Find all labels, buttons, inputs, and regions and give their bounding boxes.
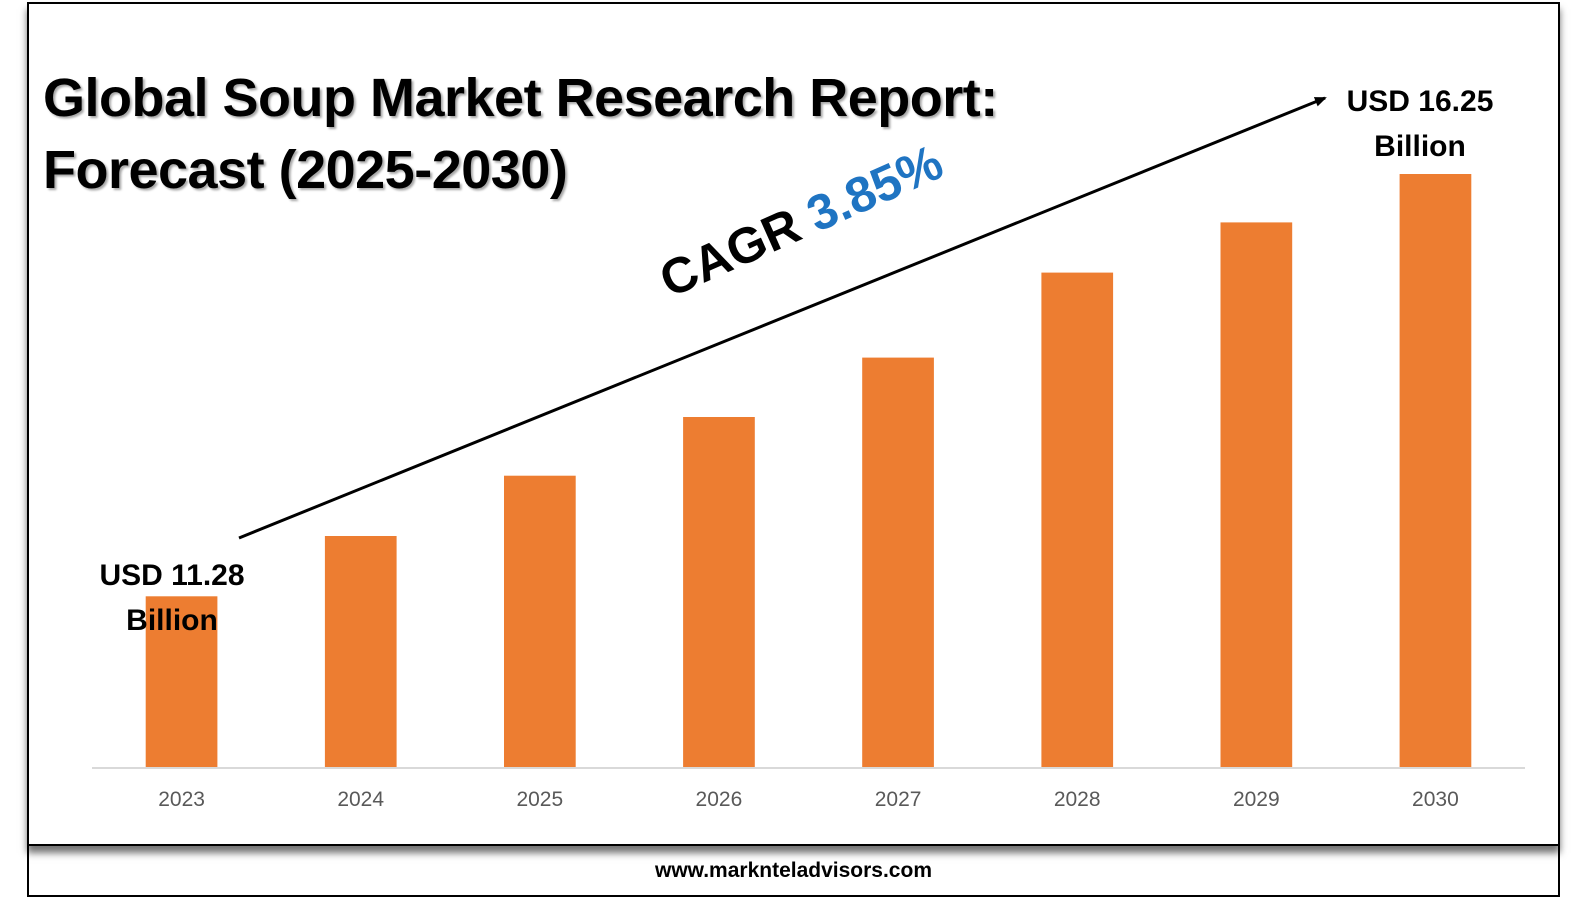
bar-2023 — [145, 596, 218, 768]
cagr-trend-arrow — [238, 96, 1327, 540]
bar-2024 — [324, 536, 397, 768]
start-value-amount: USD 11.28 — [99, 559, 245, 592]
start-value-unit: Billion — [126, 604, 218, 637]
bar-2029 — [1220, 222, 1293, 768]
bar-2026 — [683, 417, 755, 768]
bar-2028 — [1041, 272, 1114, 768]
x-tick-label-2025: 2025 — [516, 788, 563, 811]
end-value-amount: USD 16.25 — [1346, 85, 1494, 118]
x-tick-label-2030: 2030 — [1412, 788, 1459, 811]
bar-2027 — [862, 357, 934, 768]
x-tick-labels: 2023 2024 2025 2026 2027 2028 2029 2030 — [158, 788, 1459, 811]
end-value-label: USD 16.25 Billion — [1330, 79, 1510, 169]
x-tick-label-2024: 2024 — [337, 788, 384, 811]
chart-title: Global Soup Market Research Report: Fore… — [43, 62, 998, 206]
x-tick-label-2027: 2027 — [875, 788, 922, 811]
bar-2025 — [504, 475, 576, 768]
x-tick-label-2029: 2029 — [1233, 788, 1280, 811]
x-tick-label-2026: 2026 — [696, 788, 743, 811]
end-value-unit: Billion — [1374, 130, 1466, 163]
start-value-label: USD 11.28 Billion — [82, 553, 262, 643]
bars-layer — [145, 174, 1472, 768]
x-tick-label-2028: 2028 — [1054, 788, 1101, 811]
chart-title-line-1: Global Soup Market Research Report: — [43, 68, 998, 128]
x-tick-label-2023: 2023 — [158, 788, 205, 811]
chart-title-line-2: Forecast (2025-2030) — [43, 140, 568, 200]
bar-2030 — [1399, 174, 1472, 768]
chart-panel — [27, 2, 1560, 846]
footer-source: www.marknteladvisors.com — [655, 859, 932, 882]
